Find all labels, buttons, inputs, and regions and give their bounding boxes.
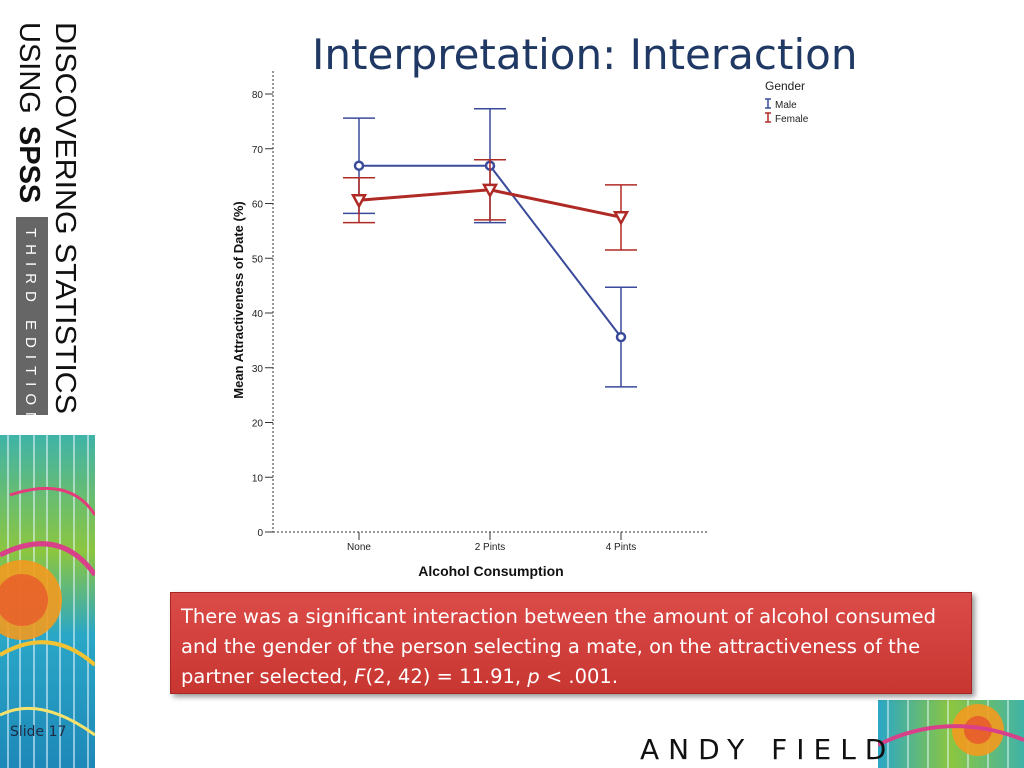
decorative-artwork-left [0, 435, 95, 768]
book-edition: THIRD EDITION [22, 228, 39, 422]
data-point [481, 183, 499, 199]
y-tick-label: 80 [252, 90, 264, 101]
result-text-part3: < .001. [539, 665, 619, 688]
data-point [615, 331, 627, 343]
data-point [350, 193, 368, 209]
data-point [353, 160, 365, 171]
book-title-spss: SPSS [13, 126, 45, 203]
decorative-artwork-right [878, 700, 1024, 768]
series-female [343, 158, 637, 251]
result-callout: There was a significant interaction betw… [170, 592, 972, 694]
legend-label: Male [775, 100, 797, 111]
legend-item: Male [765, 98, 797, 111]
author-name: ANDY FIELD [640, 733, 896, 766]
legend-errorbar-icon [765, 98, 771, 109]
y-tick-label: 70 [252, 145, 264, 156]
series-male [343, 108, 637, 388]
chart-legend: Gender Male Female [765, 79, 809, 125]
y-tick-label: 30 [252, 364, 264, 375]
y-tick-label: 60 [252, 200, 264, 211]
y-tick-label: 20 [252, 419, 264, 430]
slide-number: Slide 17 [10, 724, 67, 740]
data-point [612, 210, 630, 226]
slide-title: Interpretation: Interaction [312, 30, 858, 79]
y-tick-label: 10 [252, 473, 264, 484]
y-tick-label: 50 [252, 254, 264, 265]
result-p-symbol: p [527, 665, 540, 688]
x-tick-group: None 2 Pints 4 Pints [347, 532, 636, 553]
x-tick-label: 2 Pints [475, 542, 506, 553]
legend-label: Female [775, 114, 809, 125]
result-f-symbol: F [354, 665, 366, 688]
x-tick-label: 4 Pints [606, 542, 637, 553]
y-tick-group: 0 10 20 30 40 50 60 70 80 [252, 90, 273, 539]
x-axis-label: Alcohol Consumption [418, 563, 563, 579]
legend-errorbar-icon [765, 112, 771, 123]
y-axis-label: Mean Attractiveness of Date (%) [231, 201, 246, 398]
x-tick-label: None [347, 542, 371, 553]
result-text-part1: There was a significant interaction betw… [181, 605, 936, 688]
y-tick-label: 40 [252, 309, 264, 320]
y-tick-label: 0 [257, 528, 263, 539]
interaction-line-chart: 0 10 20 30 40 50 60 70 80 None 2 Pints 4 Pints Mea… [231, 71, 809, 579]
result-text-part2: (2, 42) = 11.91, [365, 665, 528, 688]
legend-title: Gender [765, 79, 805, 93]
book-title-line1: DISCOVERING STATISTICS [49, 22, 81, 414]
book-title: DISCOVERING STATISTICS USING SPSS THIRD … [13, 22, 81, 422]
legend-item: Female [765, 112, 809, 125]
book-title-using: USING [13, 22, 45, 114]
svg-text:USING SPSS: USING SPSS [13, 22, 45, 203]
series-layer [343, 108, 637, 388]
edition-band [16, 217, 48, 415]
